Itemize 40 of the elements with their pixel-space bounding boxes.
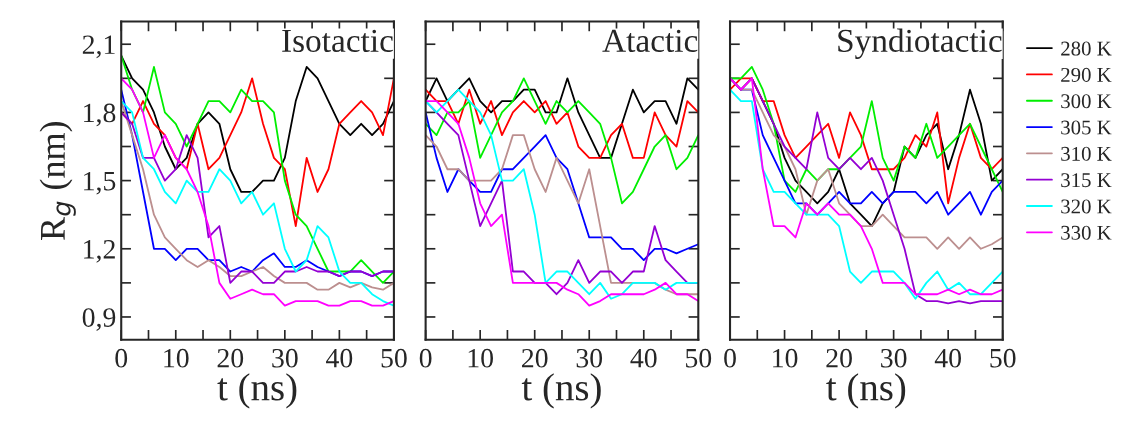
y-tick-label: 1,2 bbox=[84, 240, 115, 263]
line-series bbox=[121, 54, 394, 193]
x-axis-title: t (ns) bbox=[217, 373, 297, 409]
x-tick-label: 30 bbox=[881, 348, 907, 368]
legend-label: 305 K bbox=[1061, 120, 1112, 135]
chart-title: Atactic bbox=[602, 29, 698, 53]
legend-label: 315 K bbox=[1061, 173, 1112, 188]
y-tick-label: 1,8 bbox=[84, 103, 116, 127]
x-axis-title: t (ns) bbox=[521, 373, 601, 409]
x-tick-label: 30 bbox=[576, 348, 603, 368]
x-tick-label: 40 bbox=[934, 348, 961, 368]
x-tick-label: 30 bbox=[272, 348, 298, 368]
x-tick-label: 40 bbox=[326, 348, 353, 368]
x-tick-label: 0 bbox=[419, 348, 432, 368]
legend-label: 330 K bbox=[1061, 225, 1112, 240]
legend-label: 310 K bbox=[1061, 146, 1112, 161]
legend-label: 320 K bbox=[1061, 199, 1112, 214]
x-axis-title: t (ns) bbox=[826, 373, 906, 409]
x-tick-label: 10 bbox=[773, 348, 798, 368]
x-tick-label: 10 bbox=[164, 348, 189, 368]
legend-label: 300 K bbox=[1061, 94, 1112, 109]
x-tick-label: 0 bbox=[115, 348, 128, 368]
legend-label: 290 K bbox=[1061, 67, 1112, 82]
x-tick-label: 50 bbox=[990, 348, 1016, 368]
x-tick-label: 40 bbox=[630, 348, 657, 368]
y-tick-label: 0,9 bbox=[82, 308, 116, 331]
y-tick-label: 1,5 bbox=[84, 171, 116, 195]
x-tick-label: 20 bbox=[522, 348, 548, 368]
y-axis-title: R$_{g}$ (nm) bbox=[39, 121, 76, 241]
x-tick-label: 50 bbox=[686, 348, 712, 368]
x-tick-label: 10 bbox=[468, 348, 493, 368]
line-series bbox=[121, 54, 394, 284]
x-tick-label: 0 bbox=[724, 348, 736, 368]
chart-title: Isotactic bbox=[282, 29, 393, 53]
x-tick-label: 50 bbox=[381, 348, 407, 368]
x-tick-label: 20 bbox=[217, 348, 244, 368]
legend-label: 280 K bbox=[1061, 41, 1112, 56]
y-tick-label: 2,1 bbox=[82, 35, 115, 59]
x-tick-label: 20 bbox=[826, 348, 852, 368]
chart-title: Syndiotactic bbox=[838, 28, 1002, 59]
